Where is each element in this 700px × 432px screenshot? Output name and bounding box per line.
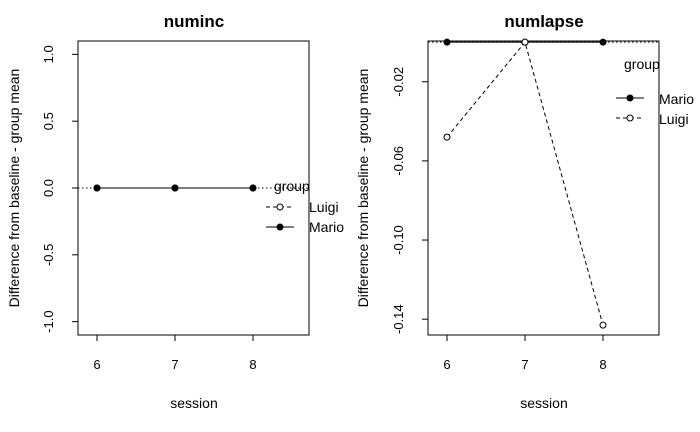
legend: group Luigi Mario xyxy=(266,178,344,235)
y-axis-label: Difference from baseline - group mean xyxy=(355,69,371,308)
x-tick-label: 7 xyxy=(521,357,528,372)
y-tick-label: -1.0 xyxy=(41,310,56,332)
y-tick-label: -0.5 xyxy=(41,244,56,266)
legend-title: group xyxy=(274,178,310,194)
x-ticks: 6 7 8 xyxy=(93,335,257,372)
point-mario xyxy=(443,38,451,46)
legend-marker-mario xyxy=(626,94,634,102)
series-line-luigi xyxy=(446,41,604,326)
legend-label-luigi: Luigi xyxy=(309,199,339,215)
series-layer xyxy=(93,184,257,192)
x-tick-label: 6 xyxy=(443,357,450,372)
x-tick-label: 8 xyxy=(599,357,606,372)
y-tick-label: -0.10 xyxy=(391,225,406,255)
panel-numlapse: numlapse session Difference from baselin… xyxy=(355,12,694,411)
legend-label-mario: Mario xyxy=(659,91,694,107)
point-luigi xyxy=(521,38,529,46)
y-tick-label: -0.02 xyxy=(391,67,406,97)
y-tick-label: -0.14 xyxy=(391,304,406,334)
x-axis-label: session xyxy=(520,395,567,411)
x-axis-label: session xyxy=(170,395,217,411)
point-luigi xyxy=(443,133,451,141)
y-axis-label: Difference from baseline - group mean xyxy=(6,69,22,308)
point-mario xyxy=(249,184,257,192)
y-tick-label: 0.5 xyxy=(41,112,56,130)
legend-label-luigi: Luigi xyxy=(659,111,689,127)
y-tick-label: -0.06 xyxy=(391,146,406,176)
chart-title: numlapse xyxy=(504,12,583,31)
point-mario xyxy=(599,38,607,46)
x-tick-label: 8 xyxy=(249,357,256,372)
y-tick-label: 1.0 xyxy=(41,45,56,63)
chart-title: numinc xyxy=(164,12,224,31)
point-mario xyxy=(171,184,179,192)
y-ticks: -1.0 -0.5 0.0 0.5 1.0 xyxy=(41,45,78,333)
legend-title: group xyxy=(624,56,660,72)
y-ticks: -0.02 -0.06 -0.10 -0.14 xyxy=(391,67,428,334)
x-tick-label: 6 xyxy=(93,357,100,372)
series-layer xyxy=(443,38,607,329)
plot-frame xyxy=(427,40,660,336)
point-mario xyxy=(93,184,101,192)
legend-marker-luigi xyxy=(626,114,634,122)
panel-numinc: numinc session Difference from baseline … xyxy=(6,12,344,411)
legend: group Mario Luigi xyxy=(616,56,694,127)
x-tick-label: 7 xyxy=(171,357,178,372)
x-ticks: 6 7 8 xyxy=(443,335,607,372)
point-luigi xyxy=(599,321,607,329)
legend-marker-luigi xyxy=(276,203,284,211)
legend-label-mario: Mario xyxy=(309,219,344,235)
y-tick-label: 0.0 xyxy=(41,179,56,197)
legend-marker-mario xyxy=(276,223,284,231)
